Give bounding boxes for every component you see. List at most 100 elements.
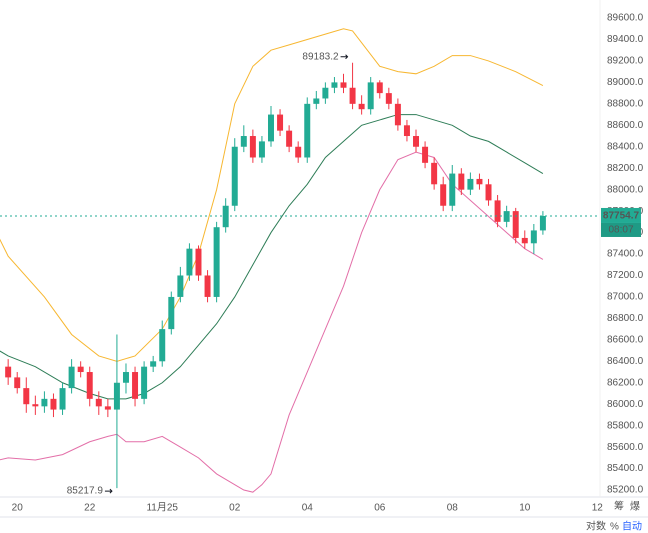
y-tick-label: 87000.0 [607,292,644,303]
candle-body [503,211,510,222]
x-tick-label: 06 [374,503,386,514]
y-tick-label: 87400.0 [607,249,644,260]
candle-body [104,406,111,410]
y-tick-label: 88600.0 [607,120,644,131]
candle-body [277,114,284,131]
y-tick-label: 88400.0 [607,141,644,152]
annotation-arrow [104,488,113,494]
countdown-box [601,222,641,237]
candle-body [340,82,347,88]
y-tick-label: 85800.0 [607,420,644,431]
candle-body [113,382,120,410]
y-tick-label: 89200.0 [607,56,644,67]
candle-body [268,114,274,142]
x-tick-label: 02 [229,503,241,514]
candle-body [59,388,66,410]
candle-body [122,372,129,383]
candle-body [150,361,157,367]
x-tick-label: 08 [447,503,459,514]
candle-body [50,398,57,410]
candle-body [349,87,356,104]
candle-body [41,398,48,407]
candle-body [422,146,429,163]
toolbar-auto[interactable]: 自动 [622,520,642,533]
y-tick-label: 89000.0 [607,77,644,88]
toolbar-log[interactable]: 对数 [586,520,606,533]
y-tick-label: 86000.0 [607,399,644,410]
candle-body [449,173,456,206]
candle-body [539,215,546,231]
candle-body [213,227,220,297]
candle-body [494,200,501,222]
candle-body [431,162,438,185]
price-box [601,207,641,223]
candle-body [159,329,166,362]
y-tick-label: 86800.0 [607,313,644,324]
y-tick-label: 85400.0 [607,463,644,474]
candle-body [86,372,93,399]
candle-body [413,136,420,147]
candle-body [186,248,193,276]
y-tick-label: 86400.0 [607,356,644,367]
countdown: 08:07 [608,225,633,236]
x-tick-label: 11月25 [146,502,178,514]
high-annotation: 89183.2 [302,51,339,62]
candle-body [313,98,320,104]
toolbar-percent[interactable]: % [610,522,619,533]
y-tick-label: 86200.0 [607,377,644,388]
candle-body [322,87,329,99]
candle-body [403,125,410,137]
candle-body [222,205,229,228]
candle-body [440,184,447,206]
candle-body [177,275,184,297]
candle-body [95,398,102,407]
y-tick-label: 87200.0 [607,270,644,281]
candle-body [467,178,474,190]
y-tick-label: 88200.0 [607,163,644,174]
candle-body [521,237,528,244]
candle-body [23,388,30,405]
candle-body [5,366,12,378]
candle-body [204,275,211,297]
candle-body [376,82,383,94]
candle-body [68,366,75,389]
y-tick-label: 88000.0 [607,184,644,195]
band-line [0,114,544,400]
candle-body [168,296,175,330]
x-tick-label: 10 [519,503,531,514]
annotation-arrow [340,54,349,60]
candle-body [358,103,365,110]
candle-body [530,230,537,244]
candle-body [458,173,465,190]
candle-body [385,93,392,104]
band-line [0,151,544,493]
y-tick-label: 86600.0 [607,334,644,345]
candle-body [141,366,148,399]
candle-body [512,211,519,238]
x-tick-label: 20 [12,503,24,514]
y-tick-label: 89600.0 [607,13,644,24]
band-line [0,28,544,362]
y-tick-label: 85200.0 [607,485,644,496]
candle-body [476,178,483,185]
candle-body [304,103,311,158]
candle-body [240,136,247,147]
corner-icon[interactable]: 爆 [630,501,640,513]
y-tick-label: 85600.0 [607,442,644,453]
candle-body [286,130,293,147]
candle-body [77,366,84,373]
candle-body [258,141,265,158]
candle-body [249,136,256,158]
x-tick-label: 12 [592,503,604,514]
last-price-label: 87754.7 [603,211,640,222]
candle-body [331,82,338,88]
candle-body [231,146,238,206]
candle-body [394,103,401,126]
x-tick-label: 04 [302,503,314,514]
corner-icon[interactable]: 筹 [614,500,624,513]
candle-body [295,146,302,158]
candle-body [132,372,139,399]
candle-body [14,377,21,389]
candle-body [32,404,39,407]
